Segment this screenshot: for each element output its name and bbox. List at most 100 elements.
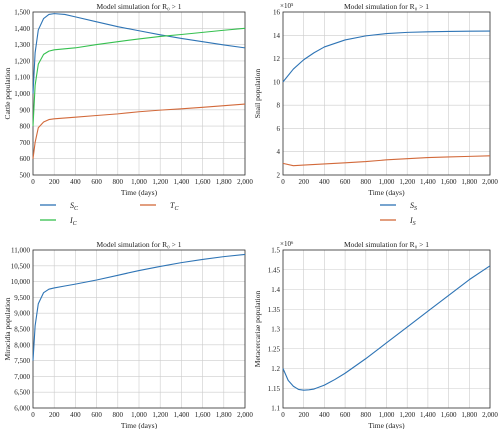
x-tick-label: 1,800 (461, 178, 477, 186)
chart-title: Model simulation for R₀ > 1 (97, 240, 182, 249)
y-tick-label: 1,300 (14, 41, 30, 49)
x-tick-label: 1,600 (441, 411, 457, 419)
x-tick-label: 800 (113, 178, 124, 186)
chart-title: Model simulation for R₀ > 1 (97, 2, 182, 11)
y-tick-label: 9,500 (14, 294, 30, 302)
y-tick-label: 10 (273, 78, 281, 86)
y-tick-label: 9,000 (14, 310, 30, 318)
y-tick-label: 14 (273, 32, 281, 40)
x-tick-label: 400 (70, 178, 81, 186)
chart-title: Model simulation for R₀ > 1 (344, 2, 429, 11)
y-tick-label: 1.35 (268, 306, 281, 314)
x-tick-label: 1,200 (399, 411, 415, 419)
x-tick-label: 1,200 (152, 411, 168, 419)
y-tick-label: 800 (20, 123, 31, 131)
y-axis-label: Miracidia population (3, 297, 12, 360)
y-tick-label: 6,000 (14, 405, 30, 413)
x-tick-label: 800 (361, 411, 372, 419)
x-tick-label: 800 (113, 411, 124, 419)
y-tick-label: 8 (277, 102, 281, 110)
y-axis-label: Snail population (253, 69, 262, 119)
y-tick-label: 500 (20, 172, 31, 180)
x-tick-label: 1,000 (131, 178, 147, 186)
y-scale-multiplier: ×10⁵ (280, 2, 294, 10)
plot-frame (32, 249, 246, 409)
chart-panel-3: 0 200 400 600 800 1,000 1,200 1,400 1,600 1,800 2,… (3, 240, 253, 429)
x-tick-label: 1,000 (131, 411, 147, 419)
series-line-i-c (32, 27, 246, 127)
y-tick-label: 1,200 (14, 57, 30, 65)
x-tick-label: 1,200 (399, 178, 415, 186)
y-tick-label: 10,000 (11, 278, 31, 286)
y-tick-label: 11,000 (11, 247, 30, 255)
plot-frame (282, 249, 491, 409)
x-tick-label: 0 (281, 178, 285, 186)
y-tick-label: 1,400 (14, 25, 30, 33)
legend-label: TC (170, 201, 179, 212)
legend-label: IC (69, 216, 78, 227)
x-tick-label: 600 (91, 411, 102, 419)
y-tick-label: 2 (277, 172, 281, 180)
x-tick-label: 1,600 (195, 411, 211, 419)
x-tick-label: 1,200 (152, 178, 168, 186)
x-tick-label: 600 (340, 178, 351, 186)
y-tick-label: 7,500 (14, 357, 30, 365)
plot-frame (282, 11, 491, 176)
x-tick-label: 400 (319, 178, 330, 186)
x-tick-label: 1,400 (420, 178, 436, 186)
series-line-t-c (32, 103, 246, 159)
x-tick-label: 1,000 (379, 178, 395, 186)
x-axis-label: Time (days) (368, 188, 405, 197)
x-tick-label: 1,400 (174, 178, 190, 186)
legend: SC IC TC (40, 201, 179, 227)
y-tick-label: 900 (20, 106, 31, 114)
y-tick-label: 1.45 (268, 266, 281, 274)
x-tick-label: 2,000 (237, 178, 253, 186)
y-axis-label: Cattle population (3, 67, 12, 119)
x-tick-label: 1,600 (195, 178, 211, 186)
x-tick-label: 400 (70, 411, 81, 419)
chart-panel-2: 0 200 400 600 800 1,000 1,200 1,400 1,600 1,800 2,… (253, 2, 498, 227)
y-axis-label: Metacercariae population (253, 291, 262, 368)
x-tick-label: 2,000 (237, 411, 253, 419)
legend-label: SC (70, 201, 79, 212)
x-tick-label: 1,600 (441, 178, 457, 186)
y-tick-label: 6,500 (14, 389, 30, 397)
x-tick-label: 200 (298, 178, 309, 186)
x-tick-label: 1,800 (216, 178, 232, 186)
series-line-s-s (282, 30, 491, 83)
y-tick-label: 1.2 (271, 365, 280, 373)
x-axis-label: Time (days) (121, 421, 158, 429)
series-line-4 (282, 265, 491, 391)
y-tick-label: 700 (20, 139, 31, 147)
x-tick-label: 0 (31, 178, 35, 186)
y-scale-multiplier: ×10⁶ (280, 240, 294, 248)
y-tick-label: 1.1 (271, 405, 280, 413)
chart-panel-1: 0 200 400 600 800 1,000 1,200 1,400 1,600 1,800 2,… (3, 2, 253, 227)
series-line-3 (32, 253, 246, 361)
x-tick-label: 800 (361, 178, 372, 186)
y-tick-label: 8,000 (14, 341, 30, 349)
x-tick-label: 200 (298, 411, 309, 419)
y-tick-label: 1,000 (14, 90, 30, 98)
y-tick-label: 1.3 (271, 326, 280, 334)
x-tick-label: 2,000 (482, 178, 498, 186)
y-tick-label: 1.25 (268, 345, 281, 353)
x-tick-label: 200 (49, 178, 60, 186)
series-line-s-c (32, 13, 246, 94)
x-tick-label: 0 (281, 411, 285, 419)
x-tick-label: 400 (319, 411, 330, 419)
x-tick-label: 1,000 (379, 411, 395, 419)
x-axis-label: Time (days) (121, 188, 158, 197)
y-tick-label: 1.15 (268, 385, 281, 393)
x-tick-label: 200 (49, 411, 60, 419)
x-tick-label: 1,800 (461, 411, 477, 419)
legend-label: SS (410, 201, 417, 212)
x-axis-label: Time (days) (368, 421, 405, 429)
x-tick-label: 1,400 (420, 411, 436, 419)
y-tick-label: 4 (277, 148, 281, 156)
x-tick-label: 1,400 (174, 411, 190, 419)
y-tick-label: 1,500 (14, 9, 30, 17)
chart-title: Model simulation for R₀ > 1 (344, 240, 429, 249)
